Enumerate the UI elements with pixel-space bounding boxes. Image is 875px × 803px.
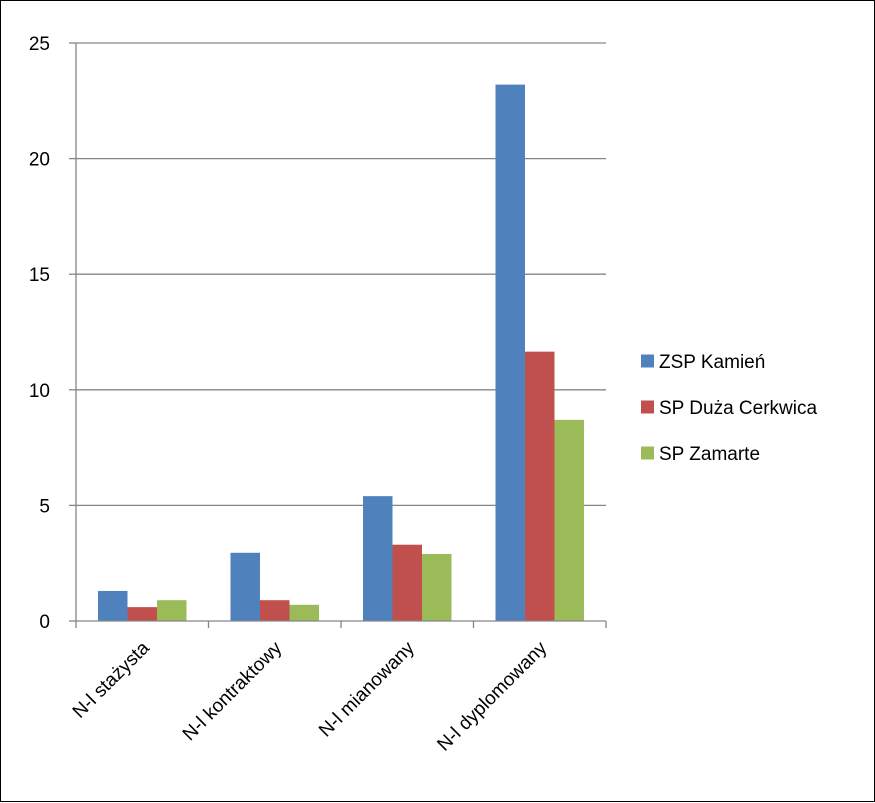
y-tick-label: 20 <box>29 150 50 171</box>
legend-item: SP Duża Cerkwica <box>641 398 817 419</box>
legend-item: ZSP Kamień <box>641 352 765 373</box>
bar-sp-duz-a-cerkwica-n-l-staz-ysta <box>127 607 157 621</box>
legend-swatch <box>641 400 654 414</box>
legend-swatch <box>641 354 654 368</box>
legend: ZSP Kamień SP Duża Cerkwica SP Zamarte <box>641 352 817 465</box>
x-tick-label: N-l stażysta <box>69 637 154 722</box>
y-tick-label: 0 <box>39 612 50 633</box>
legend-label: ZSP Kamień <box>659 352 765 373</box>
legend-item: SP Zamarte <box>641 444 760 465</box>
y-tick-label: 15 <box>29 265 50 286</box>
y-tick-label: 5 <box>39 496 50 517</box>
legend-swatch <box>641 446 654 460</box>
bar-sp-duz-a-cerkwica-n-l-dyplomowany <box>525 351 555 621</box>
x-tick-label: N-l mianowany <box>315 637 419 741</box>
y-tick-label: 10 <box>29 381 50 402</box>
x-tick-label: N-l kontraktowy <box>179 637 287 745</box>
bar-sp-zamarte-n-l-mianowany <box>422 553 452 621</box>
bar-zsp-kamien-n-l-dyplomowany <box>495 84 525 622</box>
legend-label: SP Duża Cerkwica <box>659 398 817 419</box>
x-tick-labels: N-l stażysta N-l kontraktowy N-l mianowany… <box>69 637 552 755</box>
bar-sp-duz-a-cerkwica-n-l-mianowany <box>392 544 422 621</box>
x-tick-label: N-l dyplomowany <box>433 637 551 755</box>
bars <box>98 84 584 622</box>
legend-label: SP Zamarte <box>659 444 760 465</box>
y-tick-label: 25 <box>29 34 50 55</box>
bar-zsp-kamien-n-l-kontraktowy <box>230 552 260 621</box>
bar-zsp-kamien-n-l-staz-ysta <box>98 590 128 621</box>
y-tick-labels: 0 5 10 15 20 25 <box>29 34 50 633</box>
bar-sp-zamarte-n-l-dyplomowany <box>554 419 584 621</box>
bar-sp-zamarte-n-l-kontraktowy <box>289 604 319 621</box>
bar-sp-zamarte-n-l-staz-ysta <box>157 600 187 621</box>
bar-sp-duz-a-cerkwica-n-l-kontraktowy <box>260 600 290 621</box>
axes <box>69 42 607 628</box>
bar-zsp-kamien-n-l-mianowany <box>363 496 393 621</box>
